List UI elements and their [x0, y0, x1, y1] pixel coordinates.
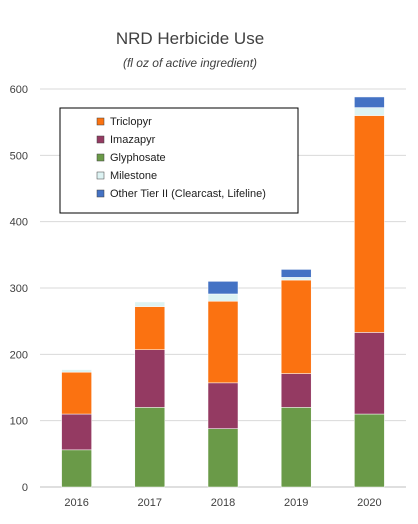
bar-segment-glyphosate — [280, 407, 312, 488]
legend-swatch — [96, 117, 105, 126]
y-tick-label: 200 — [10, 349, 28, 361]
legend: Triclopyr Imazapyr Glyphosate Milestone Othe… — [59, 107, 299, 214]
bar-segment-milestone — [207, 293, 239, 302]
legend-swatch — [96, 153, 105, 162]
bar-segment-other — [207, 281, 239, 295]
y-tick-label: 100 — [10, 416, 28, 428]
bar-segment-milestone — [280, 277, 312, 281]
bar-segment-imazapyr — [207, 382, 239, 429]
x-tick-label: 2020 — [357, 497, 381, 509]
legend-label: Milestone — [110, 170, 157, 182]
y-tick-label: 400 — [10, 217, 28, 229]
bar-segment-triclopyr — [207, 301, 239, 384]
chart-subtitle: (fl oz of active ingredient) — [123, 56, 257, 70]
bar-segment-imazapyr — [61, 413, 92, 451]
legend-label: Triclopyr — [110, 116, 152, 128]
legend-swatch — [96, 135, 105, 144]
bar-segment-glyphosate — [134, 407, 166, 488]
legend-label: Glyphosate — [110, 152, 166, 164]
y-axis-ticks: 0 100 200 300 400 500 600 — [10, 84, 28, 494]
bar-segment-triclopyr — [61, 371, 92, 415]
legend-label: Other Tier II (Clearcast, Lifeline) — [110, 188, 266, 200]
bar-segment-milestone — [61, 369, 92, 373]
bar-segment-triclopyr — [280, 279, 312, 374]
bar-segment-glyphosate — [207, 428, 239, 488]
bar-segment-other — [354, 96, 385, 108]
legend-swatch — [96, 189, 105, 198]
legend-label: Imazapyr — [110, 134, 156, 146]
bars — [61, 96, 385, 488]
chart-title: NRD Herbicide Use — [116, 29, 264, 48]
bar-segment-triclopyr — [354, 115, 385, 333]
y-tick-label: 500 — [10, 150, 28, 162]
bar-segment-milestone — [354, 107, 385, 116]
x-tick-label: 2016 — [64, 497, 88, 509]
y-tick-label: 600 — [10, 84, 28, 96]
bar-segment-imazapyr — [354, 332, 385, 415]
x-axis-ticks: 2016 2017 2018 2019 2020 — [64, 497, 381, 509]
x-tick-label: 2017 — [138, 497, 162, 509]
bar-segment-imazapyr — [134, 349, 166, 408]
bar-segment-glyphosate — [61, 449, 92, 488]
x-tick-label: 2019 — [284, 497, 308, 509]
bar-segment-glyphosate — [354, 413, 385, 488]
bar-segment-milestone — [134, 301, 166, 307]
bar-segment-other — [280, 269, 312, 278]
bar-segment-triclopyr — [134, 306, 166, 350]
legend-swatch — [96, 171, 105, 180]
bar-segment-imazapyr — [280, 373, 312, 408]
y-tick-label: 300 — [10, 283, 28, 295]
y-tick-label: 0 — [22, 482, 28, 494]
x-tick-label: 2018 — [211, 497, 235, 509]
